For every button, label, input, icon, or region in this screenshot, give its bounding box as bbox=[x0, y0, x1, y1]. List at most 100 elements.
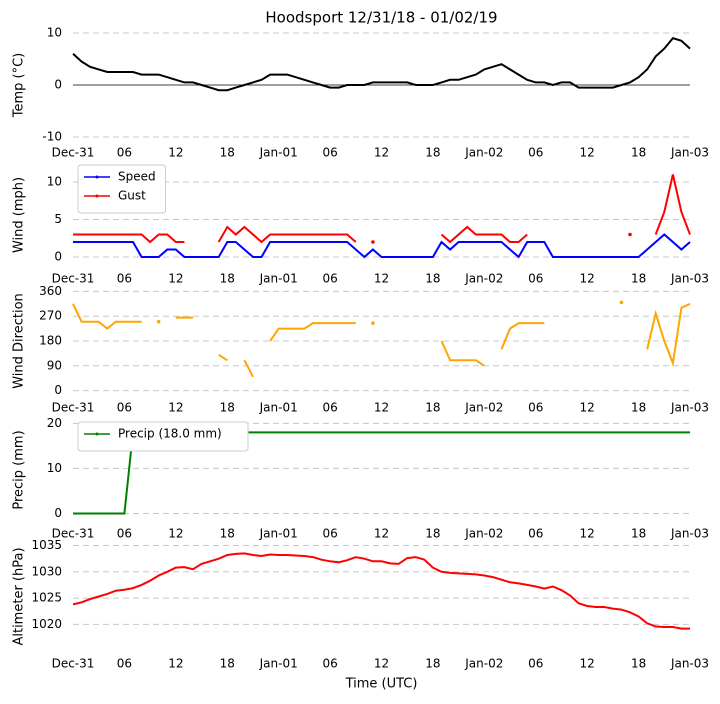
x-tick-label: 06 bbox=[528, 146, 543, 160]
x-tick-label: 18 bbox=[220, 401, 235, 415]
legend-marker bbox=[95, 432, 99, 436]
x-tick-label: Jan-01 bbox=[259, 272, 298, 286]
legend-marker bbox=[95, 175, 99, 179]
x-tick-label: Jan-01 bbox=[259, 401, 298, 415]
x-tick-label: 18 bbox=[631, 657, 646, 671]
x-tick-label: 18 bbox=[425, 527, 440, 541]
y-tick-label: 0 bbox=[54, 78, 62, 92]
x-tick-label: 06 bbox=[528, 272, 543, 286]
x-tick-label: 18 bbox=[425, 146, 440, 160]
y-tick-label: 10 bbox=[47, 175, 62, 189]
x-tick-label: 12 bbox=[168, 527, 183, 541]
x-tick-label: 06 bbox=[117, 527, 132, 541]
x-tick-label: 12 bbox=[168, 146, 183, 160]
x-tick-label: 06 bbox=[322, 272, 337, 286]
x-tick-label: 06 bbox=[322, 657, 337, 671]
x-tick-label: 18 bbox=[631, 146, 646, 160]
x-tick-label: 12 bbox=[580, 146, 595, 160]
x-tick-label: Jan-03 bbox=[670, 657, 709, 671]
y-tick-label: 1020 bbox=[31, 617, 62, 631]
x-tick-label: Dec-31 bbox=[52, 527, 95, 541]
y-axis-label: Wind Direction bbox=[12, 293, 27, 389]
data-line bbox=[73, 233, 691, 259]
x-tick-label: 12 bbox=[580, 527, 595, 541]
x-tick-label: Jan-01 bbox=[259, 146, 298, 160]
x-tick-label: Jan-02 bbox=[464, 657, 503, 671]
x-tick-label: 18 bbox=[425, 272, 440, 286]
x-tick-label: Jan-01 bbox=[259, 657, 298, 671]
y-tick-label: 90 bbox=[47, 358, 62, 372]
x-tick-label: 06 bbox=[322, 527, 337, 541]
x-tick-label: 06 bbox=[117, 272, 132, 286]
x-tick-label: 18 bbox=[220, 146, 235, 160]
x-tick-label: 06 bbox=[322, 401, 337, 415]
x-tick-label: 12 bbox=[580, 272, 595, 286]
data-line bbox=[73, 233, 185, 244]
x-tick-label: Jan-03 bbox=[670, 146, 709, 160]
x-tick-label: Dec-31 bbox=[52, 657, 95, 671]
legend-label: Precip (18.0 mm) bbox=[118, 427, 222, 441]
data-point bbox=[628, 232, 632, 237]
x-tick-label: Dec-31 bbox=[52, 146, 95, 160]
y-tick-label: 0 bbox=[54, 506, 62, 520]
data-point bbox=[156, 319, 161, 324]
y-tick-label: 180 bbox=[39, 334, 62, 348]
y-tick-label: 1030 bbox=[31, 564, 62, 578]
x-tick-label: 18 bbox=[220, 272, 235, 286]
data-point bbox=[619, 300, 624, 305]
y-tick-label: 1035 bbox=[31, 538, 62, 552]
x-tick-label: 12 bbox=[374, 146, 389, 160]
x-tick-label: 06 bbox=[528, 657, 543, 671]
x-tick-label: 12 bbox=[580, 657, 595, 671]
x-tick-label: 12 bbox=[168, 401, 183, 415]
x-tick-label: 06 bbox=[322, 146, 337, 160]
y-tick-label: 1025 bbox=[31, 591, 62, 605]
x-tick-label: 12 bbox=[374, 401, 389, 415]
x-tick-label: 18 bbox=[425, 401, 440, 415]
data-point bbox=[371, 240, 375, 244]
x-tick-label: Jan-03 bbox=[670, 401, 709, 415]
x-tick-label: Jan-01 bbox=[259, 527, 298, 541]
y-axis-label: Temp (°C) bbox=[12, 53, 27, 119]
data-line bbox=[500, 322, 545, 350]
legend-label: Speed bbox=[118, 170, 156, 184]
x-tick-label: 06 bbox=[528, 401, 543, 415]
x-tick-label: Jan-02 bbox=[464, 146, 503, 160]
x-tick-label: Jan-03 bbox=[670, 527, 709, 541]
data-line bbox=[440, 225, 528, 244]
y-axis-label: Altimeter (hPa) bbox=[12, 547, 27, 645]
x-tick-label: 06 bbox=[528, 527, 543, 541]
data-line bbox=[72, 552, 690, 630]
x-tick-label: 12 bbox=[374, 272, 389, 286]
x-tick-label: 06 bbox=[117, 657, 132, 671]
data-line bbox=[218, 353, 228, 362]
x-tick-label: 18 bbox=[425, 657, 440, 671]
x-tick-label: Jan-02 bbox=[464, 401, 503, 415]
x-tick-label: 12 bbox=[580, 401, 595, 415]
y-tick-label: 10 bbox=[47, 461, 62, 475]
x-tick-label: 06 bbox=[117, 146, 132, 160]
x-tick-label: 12 bbox=[374, 657, 389, 671]
x-tick-label: 18 bbox=[220, 657, 235, 671]
data-point bbox=[371, 321, 375, 325]
x-tick-label: Dec-31 bbox=[52, 272, 95, 286]
y-tick-label: 0 bbox=[54, 250, 62, 264]
data-line bbox=[72, 303, 142, 330]
x-tick-label: Jan-02 bbox=[464, 272, 503, 286]
y-tick-label: 270 bbox=[39, 309, 62, 323]
data-line bbox=[654, 174, 691, 235]
data-line bbox=[440, 340, 485, 367]
y-tick-label: 0 bbox=[54, 383, 62, 397]
y-tick-label: 10 bbox=[47, 26, 62, 40]
legend-marker bbox=[95, 194, 99, 198]
x-tick-label: Dec-31 bbox=[52, 401, 95, 415]
x-axis-label: Time (UTC) bbox=[345, 677, 418, 692]
x-tick-label: 18 bbox=[220, 527, 235, 541]
chart-title: Hoodsport 12/31/18 - 01/02/19 bbox=[265, 9, 497, 27]
legend-label: Gust bbox=[118, 189, 146, 203]
y-tick-label: -10 bbox=[42, 130, 62, 144]
x-tick-label: 18 bbox=[631, 272, 646, 286]
data-line bbox=[646, 302, 691, 367]
legend-box bbox=[77, 421, 249, 452]
